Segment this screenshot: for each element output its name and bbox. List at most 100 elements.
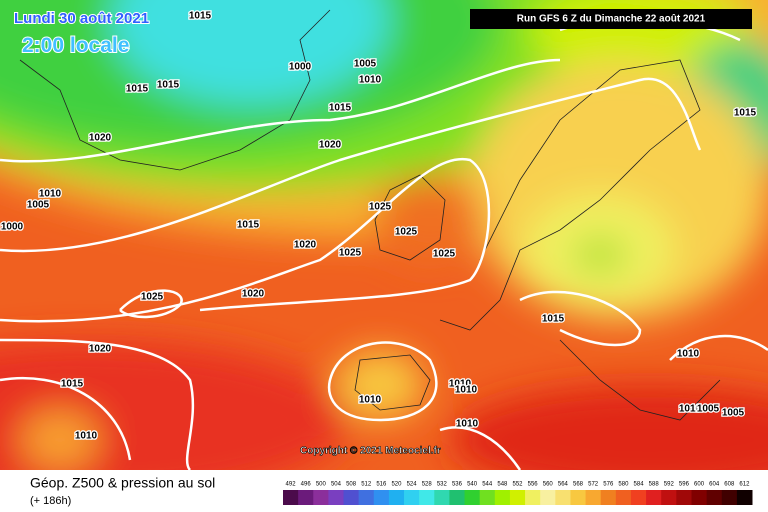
- colorbar-swatch: [464, 490, 481, 505]
- colorbar-swatch: [313, 490, 329, 505]
- lead-time: (+ 186h): [30, 495, 71, 507]
- field: [0, 0, 768, 470]
- isobar-label: 1005: [27, 200, 50, 211]
- colorbar-swatch: [706, 490, 723, 505]
- colorbar-swatch: [419, 490, 435, 505]
- colorbar-label: 524: [407, 482, 418, 488]
- isobar-label: 1000: [289, 62, 312, 73]
- colorbar-swatch: [283, 490, 299, 505]
- colorbar-label: 584: [634, 482, 645, 488]
- colorbar-swatch: [358, 490, 375, 505]
- colorbar-label: 552: [512, 482, 523, 488]
- run-info: Run GFS 6 Z du Dimanche 22 août 2021: [517, 14, 706, 25]
- isobar-label: 1010: [456, 419, 479, 430]
- colorbar-swatch: [343, 490, 360, 505]
- isobar-label: 1010: [677, 349, 700, 360]
- isobars: [0, 17, 768, 470]
- isobar-label: 1025: [395, 227, 418, 238]
- isobar-label: 1015: [329, 103, 352, 114]
- colorbar-label: 608: [724, 482, 735, 488]
- colorbar-label: 612: [739, 482, 750, 488]
- isobar-label: 1015: [734, 108, 757, 119]
- isobar-label: 1015: [237, 220, 260, 231]
- isobar-label: 1025: [141, 292, 164, 303]
- colorbar-label: 580: [618, 482, 629, 488]
- colorbar-swatch: [434, 490, 450, 505]
- colorbar-swatch: [570, 490, 587, 505]
- colorbar-swatch: [449, 490, 466, 505]
- coastlines: [19, 9, 721, 421]
- isobar-label: 1020: [242, 289, 265, 300]
- isobar-label: 1015: [542, 314, 565, 325]
- footer-title: Géop. Z500 & pression au sol: [30, 475, 215, 491]
- colorbar-label: 496: [301, 482, 312, 488]
- isobar-label: 1015: [126, 84, 149, 95]
- isobar-label: 1020: [319, 140, 342, 151]
- local-time: 2:00 locale: [22, 34, 129, 57]
- colorbar-swatch: [661, 490, 677, 505]
- isobar-label: 1025: [433, 249, 456, 260]
- isobar-label: 1000: [1, 222, 24, 233]
- colorbar: 492 496 500 504 508 512 516 520 524 528 532 536 540 5…: [283, 482, 753, 505]
- isobar-label: 1010: [75, 431, 98, 442]
- isobar-label: 1005: [697, 404, 720, 415]
- colorbar-label: 600: [694, 482, 705, 488]
- isobar-label: 1020: [294, 240, 317, 251]
- colorbar-swatch: [630, 490, 647, 505]
- colorbar-swatch: [328, 490, 345, 505]
- isobar-label: 1010: [449, 379, 472, 390]
- colorbar-swatch: [509, 490, 526, 505]
- colorbar-label: 560: [543, 482, 554, 488]
- colorbar-label: 576: [603, 482, 614, 488]
- colorbar-swatch: [736, 490, 753, 505]
- isobar-label: 1010: [455, 385, 478, 396]
- colorbar-swatch: [540, 490, 556, 505]
- colorbar-swatch: [373, 490, 390, 505]
- isobar-label: 1010: [359, 75, 382, 86]
- colorbar-label: 536: [452, 482, 463, 488]
- isobar-label: 1025: [339, 248, 362, 259]
- date-title: Lundi 30 août 2021: [14, 10, 149, 27]
- colorbar-label: 596: [679, 482, 690, 488]
- colorbar-swatch: [479, 490, 496, 505]
- colorbar-label: 588: [649, 482, 660, 488]
- colorbar-swatch: [676, 490, 692, 505]
- isobar-label: 1015: [61, 379, 84, 390]
- colorbar-swatch: [615, 490, 632, 505]
- isobar-label: 1020: [89, 133, 112, 144]
- colorbar-label: 556: [528, 482, 539, 488]
- colorbar-swatch: [691, 490, 708, 505]
- colorbar-swatch: [388, 490, 405, 505]
- colorbar-swatch: [494, 490, 511, 505]
- colorbar-label: 540: [467, 482, 478, 488]
- colorbar-label: 516: [376, 482, 387, 488]
- colorbar-swatch: [600, 490, 617, 505]
- colorbar-label: 592: [664, 482, 675, 488]
- isobar-label: 1005: [354, 59, 377, 70]
- isobar-label: 1010: [679, 404, 702, 415]
- colorbar-label: 564: [558, 482, 569, 488]
- colorbar-label: 528: [422, 482, 433, 488]
- colorbar-label: 604: [709, 482, 720, 488]
- isobar-label: 1010: [359, 395, 382, 406]
- isobar-label: 1015: [189, 11, 212, 22]
- colorbar-label: 512: [361, 482, 372, 488]
- colorbar-label: 544: [482, 482, 493, 488]
- colorbar-swatch: [721, 490, 738, 505]
- isobar-label: 1025: [369, 202, 392, 213]
- colorbar-label: 572: [588, 482, 599, 488]
- colorbar-swatch: [555, 490, 571, 505]
- colorbar-swatch: [585, 490, 602, 505]
- colorbar-label: 532: [437, 482, 448, 488]
- isobar-label: 1010: [39, 189, 62, 200]
- colorbar-label: 504: [331, 482, 342, 488]
- colorbar-swatch: [525, 490, 541, 505]
- colorbar-label: 500: [316, 482, 327, 488]
- colorbar-label: 520: [391, 482, 402, 488]
- copyright: Copyright © 2021 Meteociel.fr: [300, 446, 441, 457]
- isobar-label: 1015: [157, 80, 180, 91]
- colorbar-swatch: [298, 490, 314, 505]
